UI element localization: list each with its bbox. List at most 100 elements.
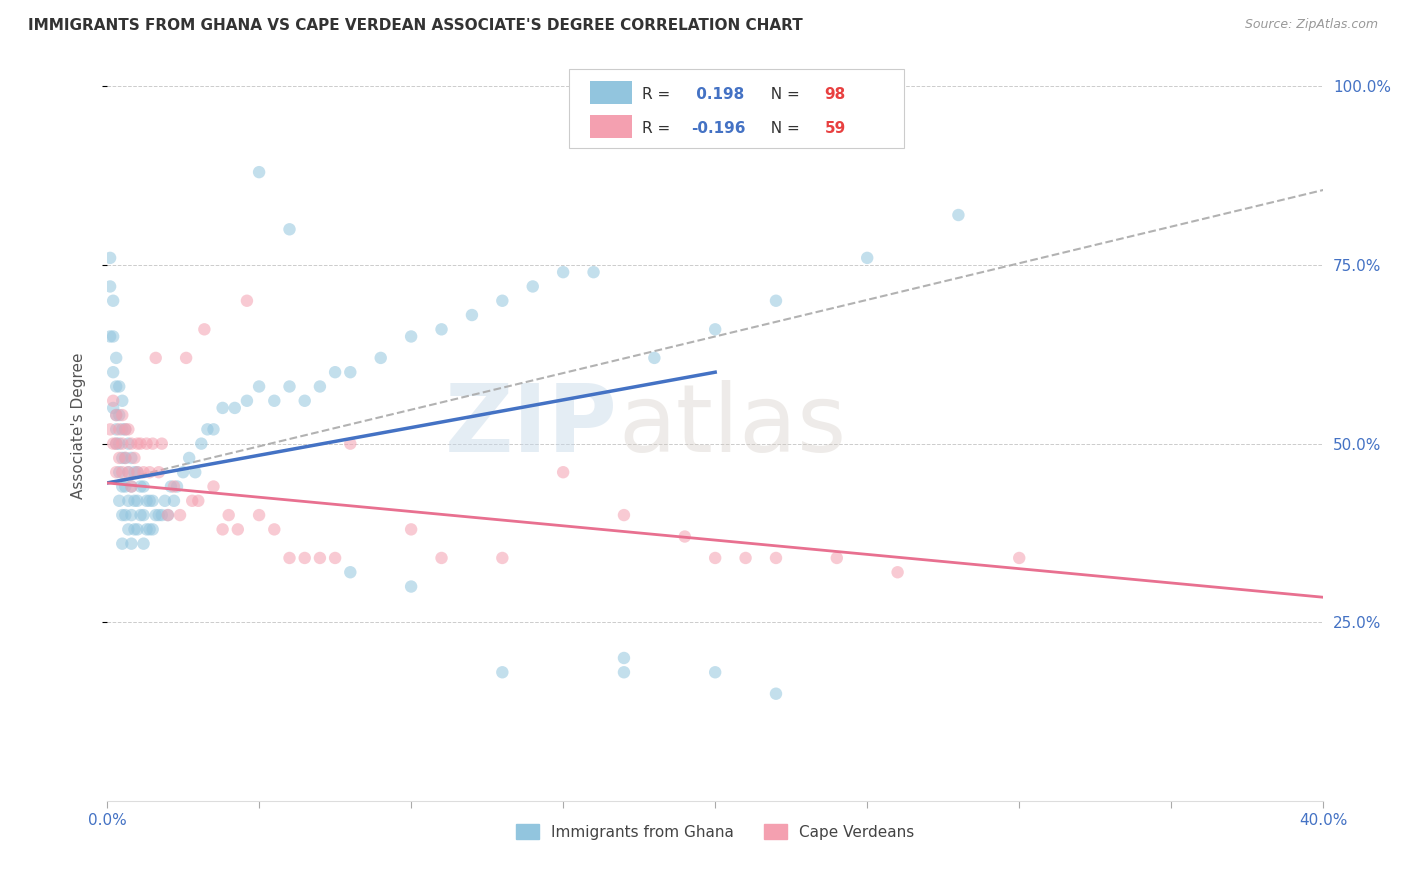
Point	[145, 351, 167, 365]
Point	[101, 293, 124, 308]
Point	[111, 536, 134, 550]
Point	[278, 551, 301, 566]
Point	[309, 551, 332, 566]
Point	[114, 450, 136, 465]
Point	[211, 401, 233, 415]
Point	[124, 522, 146, 536]
Point	[522, 279, 544, 293]
Bar	[591, 81, 633, 103]
Point	[169, 508, 191, 522]
Point	[120, 479, 142, 493]
Point	[150, 508, 173, 522]
Text: ZIP: ZIP	[446, 380, 617, 472]
Point	[461, 308, 484, 322]
Point	[124, 465, 146, 479]
Point	[105, 379, 128, 393]
Point	[111, 508, 134, 522]
Point	[105, 351, 128, 365]
Point	[127, 465, 149, 479]
Point	[202, 479, 225, 493]
Point	[160, 479, 183, 493]
Text: 98: 98	[825, 87, 846, 102]
Point	[105, 436, 128, 450]
Point	[166, 479, 188, 493]
Point	[491, 551, 513, 566]
Point	[339, 436, 361, 450]
Point	[138, 522, 160, 536]
Point	[105, 422, 128, 436]
Point	[98, 329, 121, 343]
Point	[294, 393, 316, 408]
Point	[111, 422, 134, 436]
Point	[193, 322, 215, 336]
Point	[127, 493, 149, 508]
Text: 59: 59	[825, 121, 846, 136]
Point	[163, 479, 186, 493]
Point	[120, 450, 142, 465]
Text: Source: ZipAtlas.com: Source: ZipAtlas.com	[1244, 18, 1378, 31]
Point	[856, 251, 879, 265]
Text: atlas: atlas	[617, 380, 846, 472]
Text: R =: R =	[643, 121, 675, 136]
Point	[224, 401, 246, 415]
Point	[247, 165, 270, 179]
Point	[117, 465, 139, 479]
Point	[226, 522, 249, 536]
Point	[142, 493, 165, 508]
Point	[236, 293, 259, 308]
Point	[127, 465, 149, 479]
Point	[294, 551, 316, 566]
Point	[202, 422, 225, 436]
Text: IMMIGRANTS FROM GHANA VS CAPE VERDEAN ASSOCIATE'S DEGREE CORRELATION CHART: IMMIGRANTS FROM GHANA VS CAPE VERDEAN AS…	[28, 18, 803, 33]
Point	[101, 329, 124, 343]
Point	[111, 408, 134, 422]
Point	[148, 465, 170, 479]
Point	[135, 522, 157, 536]
Point	[247, 379, 270, 393]
Y-axis label: Associate's Degree: Associate's Degree	[72, 352, 86, 499]
Point	[114, 422, 136, 436]
Point	[948, 208, 970, 222]
Point	[117, 465, 139, 479]
Point	[765, 293, 787, 308]
Point	[278, 379, 301, 393]
Point	[108, 493, 131, 508]
Point	[734, 551, 756, 566]
Point	[98, 279, 121, 293]
Point	[765, 551, 787, 566]
Point	[218, 508, 240, 522]
Point	[582, 265, 605, 279]
Point	[111, 450, 134, 465]
Point	[135, 493, 157, 508]
Point	[148, 508, 170, 522]
Point	[1008, 551, 1031, 566]
Point	[105, 465, 128, 479]
Point	[120, 508, 142, 522]
Point	[153, 493, 176, 508]
Point	[101, 436, 124, 450]
Point	[553, 465, 575, 479]
Point	[135, 436, 157, 450]
Point	[673, 529, 696, 543]
Text: R =: R =	[643, 87, 675, 102]
Point	[163, 493, 186, 508]
Point	[132, 465, 155, 479]
Text: 0.198: 0.198	[690, 87, 744, 102]
Point	[98, 422, 121, 436]
Point	[339, 365, 361, 379]
Point	[156, 508, 179, 522]
Point	[142, 436, 165, 450]
Text: N =: N =	[762, 87, 806, 102]
Point	[138, 465, 160, 479]
Point	[399, 522, 422, 536]
Point	[247, 508, 270, 522]
Point	[491, 293, 513, 308]
Point	[430, 551, 453, 566]
Point	[142, 522, 165, 536]
Point	[132, 536, 155, 550]
Point	[704, 322, 727, 336]
Point	[105, 436, 128, 450]
Point	[825, 551, 848, 566]
Point	[117, 522, 139, 536]
Point	[105, 408, 128, 422]
